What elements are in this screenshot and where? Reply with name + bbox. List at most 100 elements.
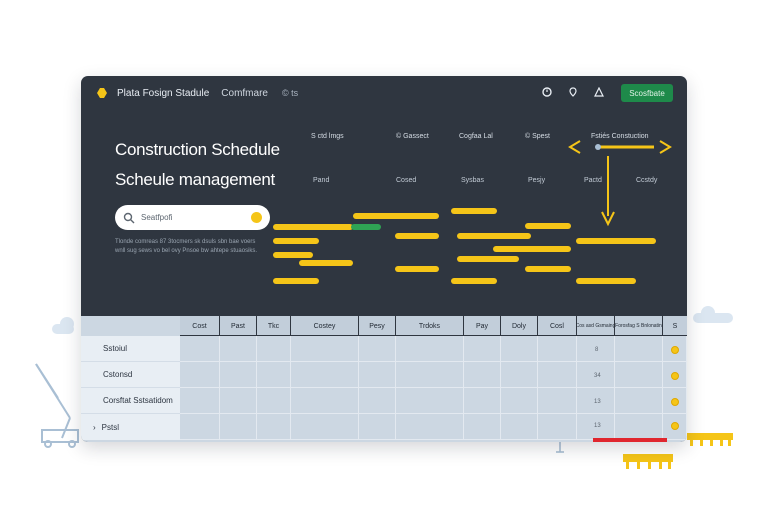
table-cell[interactable] bbox=[615, 388, 663, 414]
gantt-column-header: © Spest bbox=[525, 133, 551, 140]
row-expand-marker[interactable]: › bbox=[93, 422, 96, 432]
gantt-bar[interactable] bbox=[457, 233, 531, 239]
table-cell[interactable] bbox=[538, 414, 577, 440]
gantt-bar-complete[interactable] bbox=[351, 224, 381, 230]
table-cell[interactable] bbox=[577, 362, 615, 388]
pin-icon[interactable] bbox=[567, 86, 579, 98]
column-header[interactable]: Cosl bbox=[538, 316, 577, 336]
status-indicator[interactable] bbox=[671, 346, 679, 354]
gantt-row-header: Pand bbox=[313, 177, 330, 184]
table-cell[interactable] bbox=[220, 336, 257, 362]
table-cell[interactable] bbox=[291, 388, 359, 414]
table-cell[interactable] bbox=[257, 414, 291, 440]
table-cell[interactable] bbox=[464, 336, 501, 362]
column-header[interactable]: Doly bbox=[501, 316, 538, 336]
gantt-bar[interactable] bbox=[273, 224, 353, 230]
gantt-bar[interactable] bbox=[493, 246, 571, 252]
clock-icon[interactable] bbox=[541, 86, 553, 98]
status-indicator[interactable] bbox=[671, 422, 679, 430]
table-cell[interactable] bbox=[577, 388, 615, 414]
table-cell[interactable] bbox=[464, 414, 501, 440]
search-bar[interactable]: Seatfpofi bbox=[115, 205, 270, 230]
table-cell[interactable] bbox=[501, 336, 538, 362]
table-cell[interactable] bbox=[257, 362, 291, 388]
table-cell[interactable] bbox=[291, 362, 359, 388]
search-button[interactable] bbox=[251, 212, 262, 223]
table-cell[interactable] bbox=[663, 362, 687, 388]
gantt-bar[interactable] bbox=[457, 256, 519, 262]
column-header[interactable]: Past bbox=[220, 316, 257, 336]
table-cell[interactable] bbox=[359, 388, 396, 414]
table-cell[interactable] bbox=[359, 362, 396, 388]
row-label[interactable]: Corsftat Sstsatidom bbox=[81, 388, 180, 414]
gantt-bar[interactable] bbox=[451, 278, 497, 284]
gantt-bar[interactable] bbox=[353, 213, 439, 219]
table-cell[interactable] bbox=[359, 336, 396, 362]
table-cell[interactable] bbox=[501, 362, 538, 388]
table-cell[interactable] bbox=[180, 362, 220, 388]
nav-link[interactable]: Comfmare bbox=[221, 87, 268, 99]
table-cell[interactable] bbox=[291, 336, 359, 362]
table-cell[interactable] bbox=[615, 336, 663, 362]
table-cell[interactable] bbox=[180, 336, 220, 362]
gantt-bar[interactable] bbox=[395, 266, 439, 272]
table-cell[interactable] bbox=[663, 414, 687, 440]
table-cell[interactable] bbox=[538, 362, 577, 388]
table-cell[interactable] bbox=[180, 388, 220, 414]
alert-icon[interactable] bbox=[593, 86, 605, 98]
gantt-bar[interactable] bbox=[395, 233, 439, 239]
table-cell[interactable] bbox=[396, 336, 464, 362]
gantt-bar[interactable] bbox=[525, 266, 571, 272]
table-cell[interactable] bbox=[396, 362, 464, 388]
table-cell[interactable] bbox=[501, 388, 538, 414]
row-label[interactable]: › Pstsl bbox=[81, 414, 180, 440]
table-cell[interactable] bbox=[464, 362, 501, 388]
table-cell[interactable] bbox=[663, 388, 687, 414]
column-header[interactable]: Cost bbox=[180, 316, 220, 336]
status-indicator[interactable] bbox=[671, 398, 679, 406]
column-header[interactable]: Forosfag S Bnlonatin bbox=[615, 316, 663, 336]
cloud-decoration bbox=[52, 317, 74, 334]
table-cell[interactable] bbox=[615, 362, 663, 388]
table-cell[interactable] bbox=[220, 362, 257, 388]
gantt-bar[interactable] bbox=[451, 208, 497, 214]
row-label[interactable]: Sstoiul bbox=[81, 336, 180, 362]
app-title: Plata Fosign Stadule bbox=[117, 87, 210, 99]
table-cell[interactable] bbox=[396, 414, 464, 440]
table-cell[interactable] bbox=[291, 414, 359, 440]
table-cell[interactable] bbox=[220, 388, 257, 414]
table-cell[interactable] bbox=[257, 388, 291, 414]
gantt-bar[interactable] bbox=[273, 252, 313, 258]
row-label[interactable]: Cstonsd bbox=[81, 362, 180, 388]
table-cell[interactable] bbox=[257, 336, 291, 362]
table-cell[interactable] bbox=[180, 414, 220, 440]
table-cell[interactable] bbox=[538, 388, 577, 414]
table-cell[interactable] bbox=[577, 336, 615, 362]
nav-small-link[interactable]: © ts bbox=[281, 88, 299, 98]
gantt-bar[interactable] bbox=[576, 278, 636, 284]
table-cell[interactable] bbox=[359, 414, 396, 440]
cta-button[interactable]: Scosfbate bbox=[621, 84, 673, 102]
gantt-bar[interactable] bbox=[273, 278, 319, 284]
table-cell[interactable] bbox=[663, 336, 687, 362]
column-header[interactable]: Pay bbox=[464, 316, 501, 336]
table-cell[interactable] bbox=[501, 414, 538, 440]
search-input[interactable]: Seatfpofi bbox=[141, 213, 173, 222]
gantt-bar[interactable] bbox=[273, 238, 319, 244]
status-indicator[interactable] bbox=[671, 372, 679, 380]
column-header[interactable]: Tkc bbox=[257, 316, 291, 336]
gantt-bar[interactable] bbox=[299, 260, 353, 266]
column-header[interactable]: S bbox=[672, 322, 678, 330]
table-cell[interactable] bbox=[220, 414, 257, 440]
table-cell[interactable] bbox=[464, 388, 501, 414]
column-header[interactable]: Trdoks bbox=[396, 316, 464, 336]
column-header[interactable]: Pesy bbox=[359, 316, 396, 336]
column-header[interactable]: Cos asd Gsmaing bbox=[577, 316, 615, 336]
table-cell[interactable] bbox=[538, 336, 577, 362]
gantt-bar[interactable] bbox=[576, 238, 656, 244]
column-header[interactable]: Costey bbox=[291, 316, 359, 336]
gantt-bar[interactable] bbox=[525, 223, 571, 229]
gantt-column-header: © Gassect bbox=[396, 133, 429, 140]
table-cell[interactable] bbox=[615, 414, 663, 440]
table-cell[interactable] bbox=[396, 388, 464, 414]
